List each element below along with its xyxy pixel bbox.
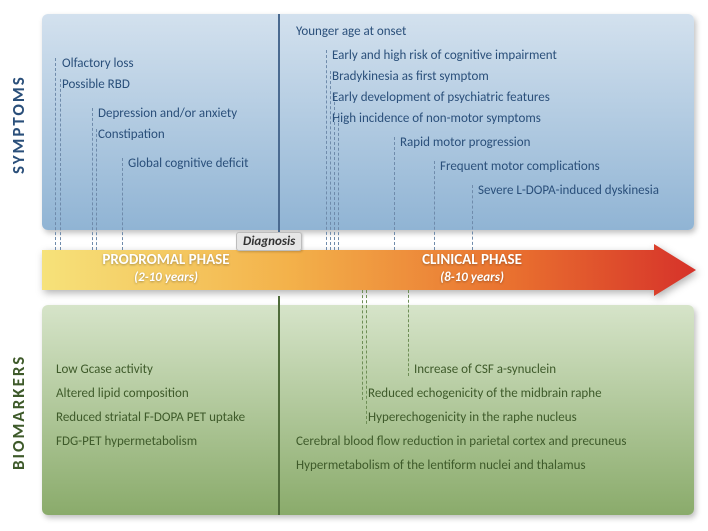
symptoms-side-label: SYMPTOMS xyxy=(8,148,29,174)
feature-text: Increase of CSF a-synuclein xyxy=(414,362,556,377)
timeline-arrow: PRODROMAL PHASE (2-10 years) CLINICAL PH… xyxy=(42,244,696,296)
clinical-phase-label: CLINICAL PHASE (8-10 years) xyxy=(372,252,572,287)
feature-text: Hypermetabolism of the lentiform nuclei … xyxy=(296,458,586,473)
leader-dash xyxy=(326,50,327,250)
feature-text: Reduced echogenicity of the midbrain rap… xyxy=(368,386,602,401)
feature-text: Global cognitive deficit xyxy=(128,156,249,171)
feature-text: Bradykinesia as first symptom xyxy=(332,69,489,84)
leader-dash xyxy=(55,58,56,250)
feature-text: Hyperechogenicity in the raphe nucleus xyxy=(368,410,577,425)
feature-text: Reduced striatal F-DOPA PET uptake xyxy=(56,410,245,425)
feature-text: High incidence of non-motor symptoms xyxy=(332,111,541,126)
leader-dash xyxy=(60,79,61,250)
leader-dash xyxy=(92,108,93,250)
feature-text: Cerebral blood flow reduction in parieta… xyxy=(296,434,626,449)
feature-text: Severe L-DOPA-induced dyskinesia xyxy=(478,183,659,198)
leader-dash xyxy=(96,129,97,250)
prodromal-title: PRODROMAL PHASE xyxy=(102,251,229,269)
top-phase-divider xyxy=(278,14,280,244)
leader-dash xyxy=(338,113,339,250)
feature-text: Early and high risk of cognitive impairm… xyxy=(332,48,557,63)
feature-text: Rapid motor progression xyxy=(400,135,530,150)
bottom-phase-divider xyxy=(278,296,280,515)
prodromal-phase-label: PRODROMAL PHASE (2-10 years) xyxy=(66,252,266,287)
leader-dash xyxy=(472,185,473,250)
leader-dash xyxy=(330,71,331,250)
leader-dash xyxy=(434,161,435,250)
feature-text: Frequent motor complications xyxy=(440,159,600,174)
prodromal-sub: (2-10 years) xyxy=(134,270,198,285)
feature-text: Possible RBD xyxy=(62,77,130,92)
biomarkers-side-label: BIOMARKERS xyxy=(8,444,29,470)
leader-dash xyxy=(394,137,395,250)
feature-text: Altered lipid composition xyxy=(56,386,189,401)
clinical-title: CLINICAL PHASE xyxy=(422,251,522,269)
clinical-sub: (8-10 years) xyxy=(440,270,504,285)
leader-dash xyxy=(408,290,409,376)
leader-dash xyxy=(122,158,123,250)
feature-text: FDG-PET hypermetabolism xyxy=(56,434,197,449)
leader-dash xyxy=(366,290,367,424)
feature-text: Depression and/or anxiety xyxy=(98,106,237,121)
feature-text: Low Gcase activity xyxy=(56,362,153,377)
diagnosis-badge: Diagnosis xyxy=(236,232,302,251)
feature-text: Constipation xyxy=(98,127,165,142)
feature-text: Early development of psychiatric feature… xyxy=(332,90,550,105)
feature-text: Olfactory loss xyxy=(62,56,134,71)
feature-text: Younger age at onset xyxy=(296,24,406,39)
leader-dash xyxy=(362,290,363,400)
